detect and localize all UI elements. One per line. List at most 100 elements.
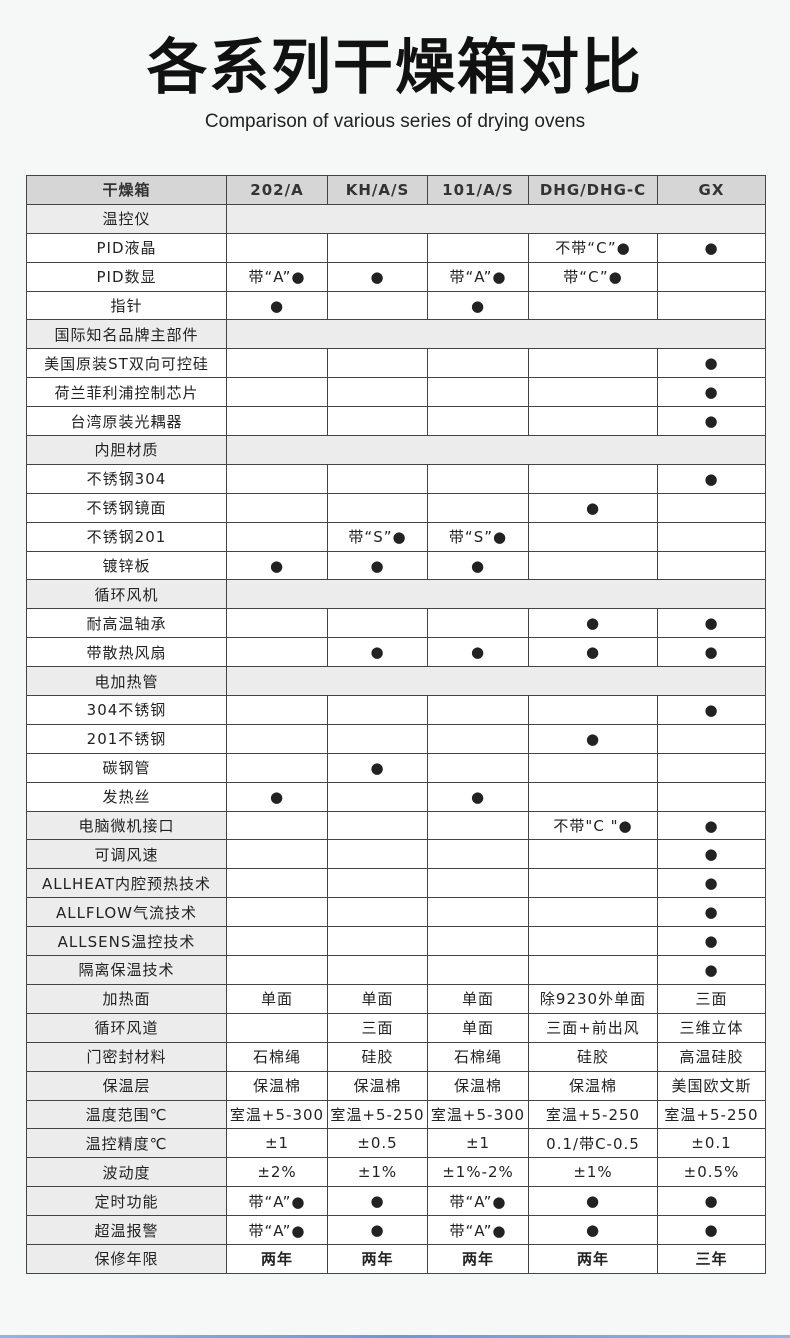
table-cell xyxy=(528,897,658,928)
table-row: 带散热风扇 ● ● ● ● xyxy=(26,637,766,668)
table-row: 201不锈钢 ● xyxy=(26,723,766,754)
table-cell: 带“A”● xyxy=(427,1186,529,1217)
table-cell xyxy=(427,695,529,725)
table-cell: ● xyxy=(657,637,766,668)
table-cell: 室温+5-300 xyxy=(427,1099,529,1130)
table-row: 可调风速 ● xyxy=(26,839,766,870)
table-cell: 保温棉 xyxy=(327,1070,428,1101)
table-row: ALLFLOW气流技术 ● xyxy=(26,897,766,928)
table-cell: ● xyxy=(528,723,658,754)
table-cell: ● xyxy=(657,232,766,263)
table-cell xyxy=(327,926,428,957)
table-cell xyxy=(427,926,529,957)
table-cell: ● xyxy=(427,550,529,581)
table-cell xyxy=(226,752,328,783)
table-cell: ±1 xyxy=(226,1128,328,1159)
table-cell xyxy=(226,926,328,957)
table-cell: 硅胶 xyxy=(528,1041,658,1072)
table-row: 发热丝 ● ● xyxy=(26,781,766,812)
section-row: 国际知名品牌主部件 xyxy=(26,319,766,350)
table-cell xyxy=(528,839,658,870)
row-label: 指针 xyxy=(26,290,227,321)
table-cell xyxy=(528,926,658,957)
row-label: 加热面 xyxy=(26,983,227,1014)
table-cell: 室温+5-300 xyxy=(226,1099,328,1130)
table-cell: 单面 xyxy=(427,1012,529,1043)
table-cell: 高温硅胶 xyxy=(657,1041,766,1072)
table-cell xyxy=(528,695,658,725)
table-cell xyxy=(327,406,428,437)
table-cell xyxy=(657,723,766,754)
row-label: 台湾原装光耦器 xyxy=(26,406,227,437)
table-cell xyxy=(528,377,658,408)
row-label: ALLHEAT内腔预热技术 xyxy=(26,868,227,899)
table-cell xyxy=(657,752,766,783)
section-row: 电加热管 xyxy=(26,666,766,697)
table-cell: ● xyxy=(327,752,428,783)
section-label: 内胆材质 xyxy=(26,435,227,465)
table-row: PID液晶 不带“C”● ● xyxy=(26,232,766,263)
table-cell: ● xyxy=(657,1186,766,1217)
row-label: 温控精度℃ xyxy=(26,1128,227,1159)
table-cell: 保温棉 xyxy=(427,1070,529,1101)
table-cell xyxy=(427,406,529,437)
table-cell: ● xyxy=(427,637,529,668)
row-label: 门密封材料 xyxy=(26,1041,227,1072)
table-cell: ● xyxy=(528,637,658,668)
table-cell: ● xyxy=(657,955,766,985)
table-cell xyxy=(427,463,529,494)
row-label: 可调风速 xyxy=(26,839,227,870)
table-cell: ±0.1 xyxy=(657,1128,766,1159)
table-cell xyxy=(327,608,428,639)
table-cell xyxy=(226,955,328,985)
table-row: 不锈钢304 ● xyxy=(26,463,766,494)
table-cell xyxy=(226,608,328,639)
table-cell xyxy=(427,839,529,870)
table-cell xyxy=(427,752,529,783)
table-cell xyxy=(226,839,328,870)
row-label: 耐高温轴承 xyxy=(26,608,227,639)
table-cell: 两年 xyxy=(528,1243,658,1274)
table-row: 门密封材料 石棉绳 硅胶 石棉绳 硅胶 高温硅胶 xyxy=(26,1041,766,1072)
table-cell xyxy=(327,463,428,494)
table-cell: ±0.5 xyxy=(327,1128,428,1159)
table-row: PID数显 带“A”● ● 带“A”● 带“C”● xyxy=(26,261,766,292)
table-cell xyxy=(657,492,766,523)
table-cell xyxy=(528,781,658,812)
section-label: 温控仪 xyxy=(26,203,227,234)
row-label: 保修年限 xyxy=(26,1243,227,1274)
table-row: 加热面 单面 单面 单面 除9230外单面 三面 xyxy=(26,983,766,1014)
comparison-table: 干燥箱 202/A KH/A/S 101/A/S DHG/DHG-C GX 温控仪 PID液晶… xyxy=(26,175,766,1274)
table-row: 碳钢管 ● xyxy=(26,752,766,783)
table-cell: ±0.5% xyxy=(657,1157,766,1188)
table-cell xyxy=(327,377,428,408)
table-cell: 两年 xyxy=(226,1243,328,1274)
row-label: 温度范围℃ xyxy=(26,1099,227,1130)
table-cell: ● xyxy=(427,781,529,812)
table-cell xyxy=(226,348,328,379)
table-row: ALLSENS温控技术 ● xyxy=(26,926,766,957)
section-filler xyxy=(226,666,766,697)
row-header-title: 干燥箱 xyxy=(26,175,227,205)
row-label: 不锈钢304 xyxy=(26,463,227,494)
table-cell: 带“A”● xyxy=(427,1215,529,1245)
table-cell xyxy=(528,550,658,581)
table-cell: 三年 xyxy=(657,1243,766,1274)
table-row: 隔离保温技术 ● xyxy=(26,955,766,985)
table-cell: ● xyxy=(427,290,529,321)
table-cell xyxy=(327,897,428,928)
row-label: 不锈钢201 xyxy=(26,521,227,552)
table-row: 镀锌板 ● ● ● xyxy=(26,550,766,581)
table-row: 电脑微机接口 不带"C "● ● xyxy=(26,810,766,841)
table-cell: 带“A”● xyxy=(226,261,328,292)
row-label: 304不锈钢 xyxy=(26,695,227,725)
row-label: 不锈钢镜面 xyxy=(26,492,227,523)
table-cell xyxy=(657,781,766,812)
table-row: 不锈钢镜面 ● xyxy=(26,492,766,523)
row-label: 波动度 xyxy=(26,1157,227,1188)
table-header-row: 干燥箱 202/A KH/A/S 101/A/S DHG/DHG-C GX xyxy=(26,175,766,205)
table-cell: 三面 xyxy=(327,1012,428,1043)
table-cell: ● xyxy=(657,926,766,957)
table-cell xyxy=(327,955,428,985)
table-cell xyxy=(226,492,328,523)
